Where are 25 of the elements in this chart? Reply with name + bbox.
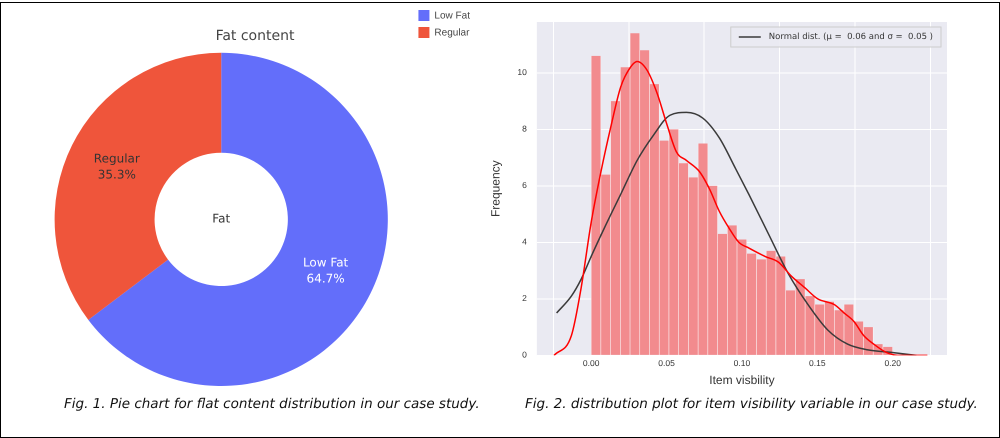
y-tick-label: 6 [522, 180, 528, 190]
y-tick-label: 8 [522, 124, 528, 134]
x-tick-label: 0.20 [884, 358, 902, 368]
y-axis-title: Frequency [488, 160, 503, 218]
y-tick-label: 2 [522, 293, 528, 304]
x-tick-label: 0.10 [734, 358, 750, 368]
y-tick-label: 4 [522, 236, 528, 247]
data-label: 35.3% [98, 168, 136, 182]
legend-label: Normal dist. (μ = 0.06 and σ = 0.05 ) [768, 32, 934, 42]
y-tick-label: 0 [522, 350, 528, 360]
x-tick-label: 0.05 [658, 358, 676, 368]
text: Fat content [216, 28, 295, 44]
y-tick-label: 10 [517, 67, 528, 78]
legend-label: Regular [434, 27, 470, 38]
legend-label: Low Fat [434, 10, 470, 22]
slice-label: Low Fat [302, 255, 349, 270]
data-label: 64.7% [306, 271, 345, 286]
caption: Fig. 2. distribution plot for item visibility variable in our case study. [525, 396, 978, 412]
x-axis-title: Item visbility [709, 373, 775, 388]
x-tick-label: 0.00 [582, 358, 600, 368]
caption: Fig. 1. Pie chart for flat content distribution in our case study. [64, 396, 480, 412]
text: Fat [212, 212, 230, 226]
x-tick-label: 0.15 [809, 358, 826, 368]
slice-label: Regular [94, 152, 140, 166]
line-series [553, 60, 928, 356]
